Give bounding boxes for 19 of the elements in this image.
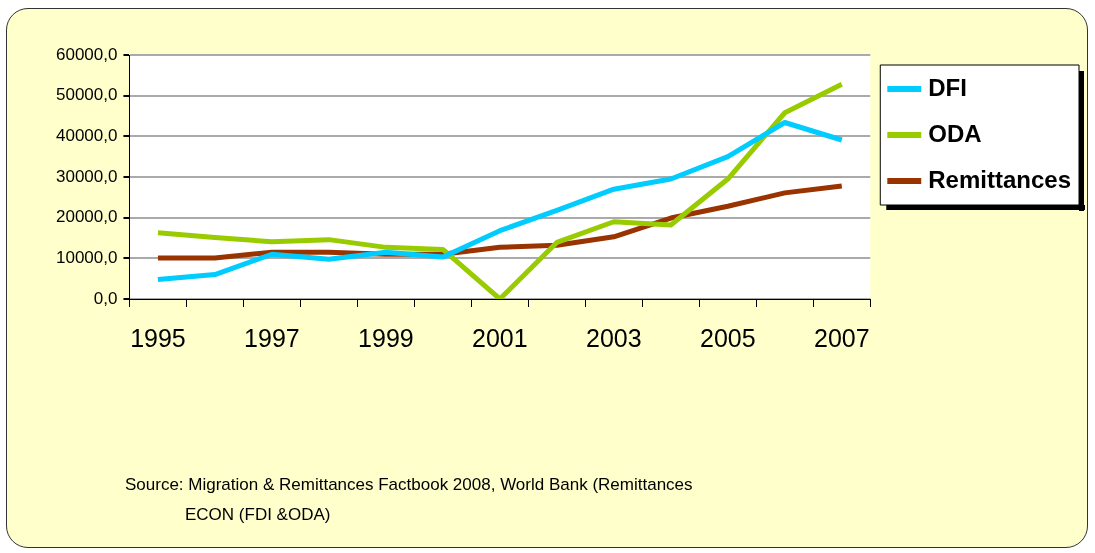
x-tick-label: 1995 <box>130 323 186 352</box>
x-tick-label: 2001 <box>472 323 528 352</box>
legend-label: DFI <box>928 73 967 101</box>
x-tick-label: 2005 <box>700 323 756 352</box>
legend-label: Remittances <box>928 165 1072 193</box>
y-tick-label: 0,0 <box>93 288 118 308</box>
text: ECON (FDI &ODA) <box>185 505 331 524</box>
y-tick-label: 30000,0 <box>56 166 118 186</box>
y-tick-label: 60000,0 <box>56 44 118 64</box>
x-tick-label: 1999 <box>358 323 414 352</box>
y-tick-label: 10000,0 <box>56 248 118 268</box>
y-tick-label: 50000,0 <box>56 85 118 105</box>
source-note: Source: Migration & Remittances Factbook 2008, World Bank (Remittances <box>125 475 693 494</box>
y-tick-label: 40000,0 <box>56 126 118 146</box>
y-tick-label: 20000,0 <box>56 207 118 227</box>
x-tick-label: 2007 <box>813 323 870 352</box>
x-tick-label: 2003 <box>586 323 642 352</box>
legend-label: ODA <box>928 119 982 147</box>
x-tick-label: 1997 <box>244 323 300 352</box>
